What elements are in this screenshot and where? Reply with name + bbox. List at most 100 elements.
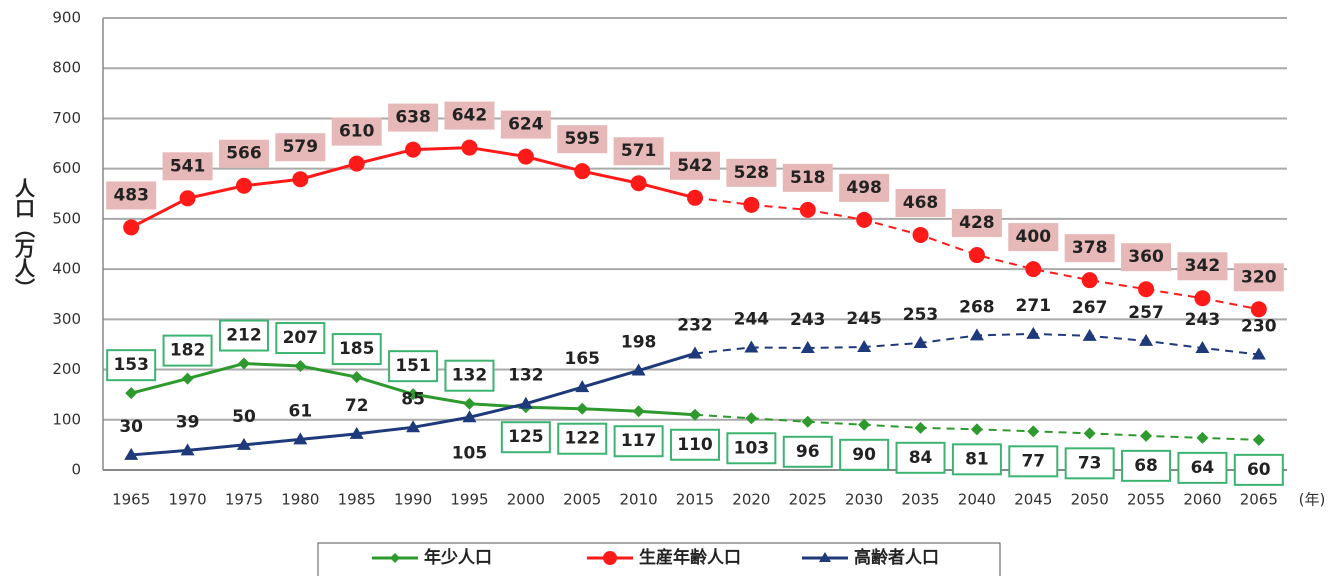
marker <box>856 211 873 228</box>
label-box <box>557 125 608 154</box>
data-label: 96 <box>796 442 820 462</box>
data-label: 360 <box>1128 247 1164 267</box>
x-axis-label: (年) <box>1299 491 1326 509</box>
marker <box>1027 425 1040 438</box>
data-label: 400 <box>1016 227 1052 247</box>
data-label: 571 <box>621 141 657 161</box>
data-label: 528 <box>734 163 770 183</box>
label-box <box>444 359 495 392</box>
marker <box>349 426 364 439</box>
data-label: 342 <box>1185 256 1221 276</box>
marker <box>407 388 420 401</box>
x-tick-label: 1995 <box>450 491 488 509</box>
data-label: 638 <box>395 108 431 128</box>
marker <box>405 141 422 158</box>
label-box <box>162 334 213 367</box>
x-tick-label: 2010 <box>620 491 658 509</box>
data-label: 498 <box>846 178 882 198</box>
y-tick-label: 700 <box>52 109 81 127</box>
label-box <box>500 421 551 454</box>
data-label: 518 <box>790 168 826 188</box>
data-label: 566 <box>226 144 262 164</box>
label-box <box>557 422 608 455</box>
x-tick-label: 2065 <box>1240 491 1278 509</box>
data-label: 595 <box>564 129 600 149</box>
data-label: 77 <box>1021 451 1045 471</box>
data-label: 624 <box>508 115 544 135</box>
data-label: 64 <box>1191 458 1215 478</box>
label-box <box>1064 234 1115 263</box>
label-box <box>782 163 833 192</box>
label-box <box>670 151 720 180</box>
data-label: 50 <box>232 407 256 427</box>
data-label: 542 <box>677 156 713 176</box>
label-box <box>951 209 1002 238</box>
label-box <box>500 110 551 139</box>
data-label: 85 <box>401 389 425 409</box>
marker <box>237 357 250 370</box>
marker <box>517 148 534 165</box>
label-box <box>388 103 439 132</box>
label-box <box>106 181 157 210</box>
legend-label: 高齢者人口 <box>854 547 939 568</box>
x-tick-label: 1970 <box>168 491 206 509</box>
marker <box>574 163 591 180</box>
marker <box>1195 340 1210 353</box>
label-box <box>895 441 946 474</box>
data-label: 245 <box>846 309 882 329</box>
marker <box>350 371 363 384</box>
x-tick-label: 2050 <box>1071 491 1109 509</box>
marker <box>125 387 138 400</box>
marker <box>576 402 589 415</box>
x-tick-label: 2040 <box>958 491 996 509</box>
data-label: 185 <box>339 339 375 359</box>
label-box <box>218 319 269 352</box>
label-box <box>1177 252 1228 281</box>
data-label: 132 <box>452 366 488 386</box>
data-label: 257 <box>1128 303 1164 323</box>
marker <box>1025 261 1042 278</box>
marker <box>1250 301 1267 318</box>
data-label: 483 <box>113 185 149 205</box>
marker <box>801 415 814 428</box>
x-tick-label: 2035 <box>901 491 939 509</box>
data-label: 103 <box>734 438 770 458</box>
data-label: 230 <box>1241 316 1277 336</box>
data-label: 244 <box>734 309 770 329</box>
label-box <box>726 158 777 187</box>
y-tick-label: 100 <box>52 410 81 428</box>
data-label: 30 <box>119 417 143 437</box>
data-label: 122 <box>564 429 600 449</box>
marker <box>1081 272 1098 289</box>
marker <box>1251 347 1266 360</box>
marker <box>800 340 815 353</box>
x-tick-label: 2025 <box>789 491 827 509</box>
data-label: 84 <box>909 448 933 468</box>
data-label: 212 <box>226 326 262 346</box>
data-label: 182 <box>170 341 206 361</box>
data-label: 90 <box>852 445 876 465</box>
y-tick-label: 800 <box>52 59 81 77</box>
legend-label: 年少人口 <box>424 547 492 568</box>
marker <box>799 201 816 218</box>
data-label: 125 <box>508 427 544 447</box>
label-box <box>331 117 382 146</box>
x-tick-label: 2015 <box>676 491 714 509</box>
label-box <box>275 133 326 162</box>
marker <box>968 247 985 264</box>
label-box <box>782 435 833 468</box>
legend-label: 生産年齢人口 <box>639 547 741 568</box>
x-tick-label: 1990 <box>394 491 432 509</box>
marker <box>124 447 139 460</box>
data-label: 428 <box>959 213 995 233</box>
y-tick-label: 600 <box>52 159 81 177</box>
label-box <box>1008 445 1059 478</box>
marker <box>1138 281 1155 298</box>
marker <box>744 340 759 353</box>
data-label: 207 <box>283 328 319 348</box>
data-label: 243 <box>790 310 826 330</box>
data-label: 117 <box>621 431 657 451</box>
legend-marker <box>390 553 400 563</box>
marker <box>1026 326 1041 339</box>
